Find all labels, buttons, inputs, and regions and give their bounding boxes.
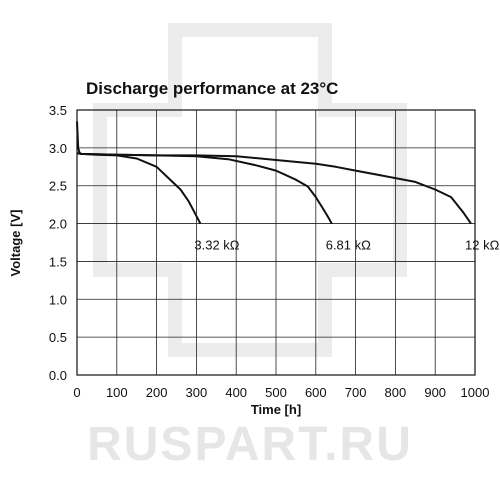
plot-frame bbox=[76, 109, 476, 376]
x-tick-label: 500 bbox=[265, 385, 287, 400]
series-line-3 bbox=[76, 152, 472, 225]
x-tick-label: 600 bbox=[305, 385, 327, 400]
x-tick-label: 0 bbox=[73, 385, 80, 400]
y-tick-label: 3.5 bbox=[49, 103, 67, 118]
y-tick-label: 0.5 bbox=[49, 330, 67, 345]
watermark-text: RUSPART.RU bbox=[87, 418, 413, 471]
series-label-1: 3.32 kΩ bbox=[194, 238, 239, 253]
x-tick-label: 1000 bbox=[461, 385, 490, 400]
series-label-2: 6.81 kΩ bbox=[326, 238, 371, 253]
x-tick-label: 100 bbox=[106, 385, 128, 400]
series-line-2 bbox=[76, 152, 333, 225]
series-line-1 bbox=[76, 121, 202, 225]
x-tick-label: 200 bbox=[146, 385, 168, 400]
series-layer bbox=[76, 121, 472, 225]
y-tick-label: 1.5 bbox=[49, 254, 67, 269]
x-tick-labels: 0 100 200 300 400 500 600 700 800 900 1000 bbox=[73, 385, 489, 400]
y-tick-label: 2.5 bbox=[49, 179, 67, 194]
y-tick-label: 2.0 bbox=[49, 217, 67, 232]
x-tick-label: 300 bbox=[186, 385, 208, 400]
series-label-3: 12 kΩ bbox=[465, 238, 500, 253]
x-axis-title: Time [h] bbox=[251, 402, 301, 417]
y-axis-title: Voltage [V] bbox=[8, 210, 23, 277]
x-tick-label: 400 bbox=[225, 385, 247, 400]
grid bbox=[77, 110, 475, 375]
series-labels: 3.32 kΩ 6.81 kΩ 12 kΩ bbox=[194, 238, 499, 253]
y-tick-label: 3.0 bbox=[49, 141, 67, 156]
x-tick-label: 800 bbox=[385, 385, 407, 400]
x-tick-label: 900 bbox=[424, 385, 446, 400]
y-tick-label: 1.0 bbox=[49, 292, 67, 307]
chart-title: Discharge performance at 23°C bbox=[86, 79, 338, 98]
y-tick-label: 0.0 bbox=[49, 368, 67, 383]
x-tick-label: 700 bbox=[345, 385, 367, 400]
y-tick-labels: 0.0 0.5 1.0 1.5 2.0 2.5 3.0 3.5 bbox=[49, 103, 67, 383]
